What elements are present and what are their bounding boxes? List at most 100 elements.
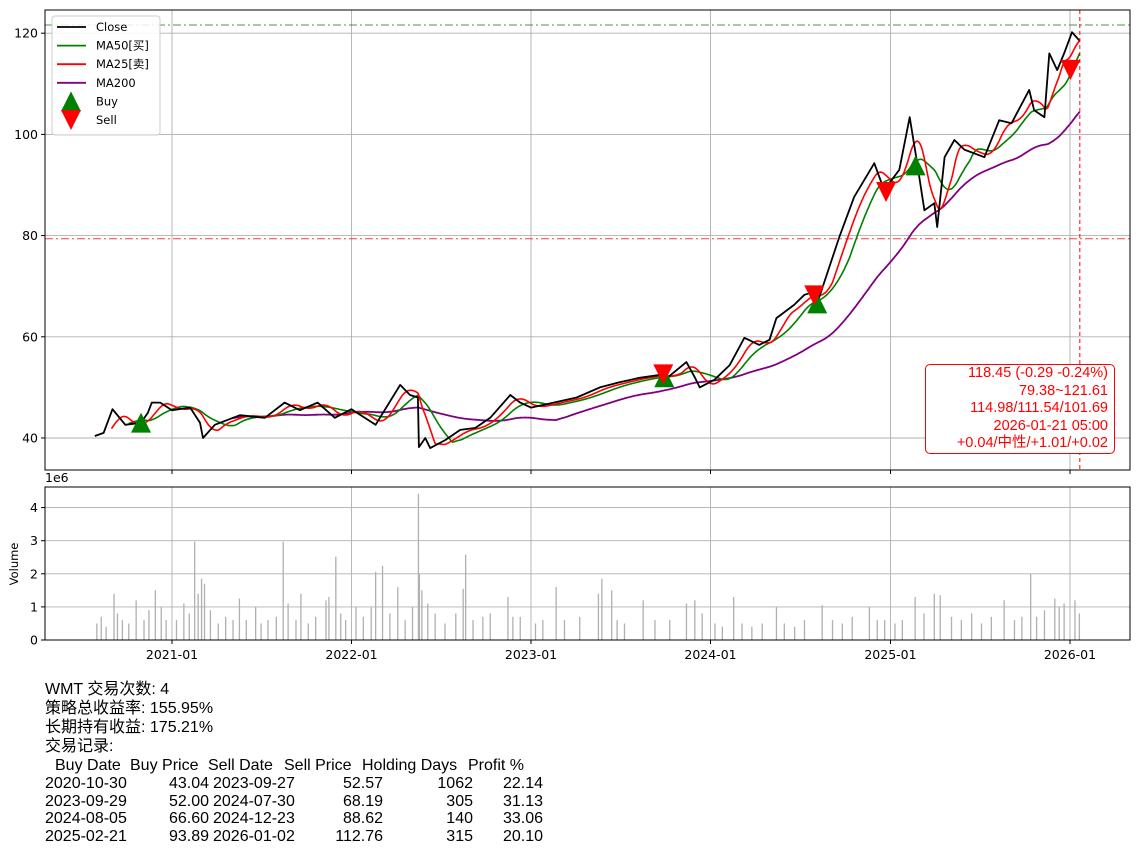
table-cell: 2024-08-05 <box>45 810 127 828</box>
legend-sell-triangle-icon <box>61 110 81 130</box>
volume-bar <box>160 606 162 640</box>
annotation-line: 79.38~121.61 <box>1018 382 1108 399</box>
table-cell: 305 <box>446 792 473 810</box>
sell-marker <box>1060 59 1081 80</box>
volume-bar <box>121 620 124 640</box>
annotation-line: 118.45 (-0.29 -0.24%) <box>968 365 1108 381</box>
volume-bar <box>444 623 446 640</box>
volume-bar <box>238 598 241 640</box>
volume-bar <box>267 620 269 640</box>
volume-bar <box>287 603 289 640</box>
table-row: 2025-02-21 93.89 2026-01-02 112.76 315 20.10 <box>45 828 565 846</box>
volume-bar <box>355 606 357 640</box>
buy-hold-return: 长期持有收益: 175.21% <box>45 719 214 736</box>
volume-y-tick-label: 4 <box>30 500 38 515</box>
volume-bar <box>404 620 406 640</box>
table-cell: 2024-07-30 <box>213 792 295 810</box>
table-cell: 2023-09-29 <box>45 792 127 810</box>
legend: Close MA50[买] MA25[卖] MA200 Buy Sell <box>51 15 161 136</box>
volume-bar <box>397 587 399 640</box>
volume-bar <box>733 596 735 640</box>
volume-bar <box>851 616 853 640</box>
volume-bar <box>116 613 119 640</box>
table-cell: 93.89 <box>168 828 209 846</box>
x-tick-label: 2025-01 <box>864 647 916 662</box>
volume-bar <box>417 493 420 640</box>
volume-bar <box>325 600 327 640</box>
volume-bar <box>669 620 671 640</box>
volume-bar <box>165 620 167 640</box>
volume-bar <box>183 603 185 640</box>
column-header: Buy Price <box>130 757 199 774</box>
volume-scale-label: 1e6 <box>45 470 69 485</box>
volume-bar <box>100 616 102 640</box>
strategy-return: 策略总收益率: 155.95% <box>45 700 214 717</box>
volume-bar <box>939 595 941 640</box>
volume-bar <box>135 600 137 640</box>
y-tick-label: 40 <box>22 431 38 446</box>
legend-buy-triangle-icon <box>61 91 81 112</box>
volume-bar <box>831 620 834 640</box>
table-cell: 140 <box>446 810 473 828</box>
volume-bar <box>389 613 391 640</box>
volume-bar <box>255 606 257 640</box>
legend-label: Sell <box>96 113 117 127</box>
volume-bar <box>307 623 309 640</box>
volume-bar <box>751 626 753 640</box>
volume-bar <box>96 623 98 640</box>
volume-bar <box>217 623 219 640</box>
volume-bar <box>434 613 436 640</box>
trade-records-label: 交易记录: <box>45 738 114 755</box>
volume-bar <box>701 613 703 640</box>
volume-bar <box>482 616 484 640</box>
volume-bar <box>642 600 644 640</box>
volume-axis-label: Volume <box>7 543 21 586</box>
legend-label: MA25[卖] <box>96 57 149 71</box>
volume-bar <box>194 541 196 640</box>
volume-bar <box>841 623 843 640</box>
volume-bar <box>225 616 227 640</box>
volume-bar <box>923 613 925 640</box>
volume-bar <box>563 620 566 640</box>
legend-label: MA200 <box>96 76 136 90</box>
volume-bar <box>694 600 696 640</box>
volume-bar <box>507 596 509 640</box>
volume-bar <box>555 587 557 640</box>
table-cell: 33.06 <box>502 810 543 828</box>
table-row: 2020-10-30 43.04 2023-09-27 52.57 1062 22.14 <box>45 775 565 793</box>
y-tick-label: 120 <box>14 26 38 41</box>
table-cell: 43.04 <box>168 774 209 792</box>
volume-bar <box>721 626 724 640</box>
volume-bar <box>421 590 423 640</box>
price-axes-frame <box>44 9 1131 471</box>
volume-bar <box>1078 613 1081 640</box>
volume-y-tick-label: 1 <box>30 599 38 614</box>
volume-bar <box>783 623 785 640</box>
volume-bar <box>601 578 603 640</box>
table-cell: 88.62 <box>342 810 383 828</box>
volume-bar <box>901 620 903 640</box>
annotation-line: +0.04/中性/+1.01/+0.02 <box>956 435 1108 451</box>
volume-bar <box>472 620 474 640</box>
ma25-line <box>110 40 1081 446</box>
volume-bar <box>542 620 544 640</box>
volume-bar <box>1030 573 1032 640</box>
volume-bar <box>370 606 372 640</box>
volume-bar <box>597 593 600 640</box>
volume-bar <box>761 623 763 640</box>
volume-bar <box>200 578 203 640</box>
volume-bar <box>1074 600 1076 640</box>
table-cell: 2026-01-02 <box>213 828 295 846</box>
legend-label: Buy <box>96 94 118 108</box>
volume-bar <box>623 623 626 640</box>
table-header: Buy Date Buy Price Sell Date Sell Price Hold… <box>45 757 565 775</box>
column-header: Sell Date <box>208 757 273 774</box>
volume-bar <box>381 565 384 640</box>
trade-records-table: Buy Date Buy Price Sell Date Sell Price Hold… <box>45 757 565 846</box>
volume-bar <box>960 620 963 640</box>
volume-bar <box>300 593 302 640</box>
table-cell: 2025-02-21 <box>45 828 127 846</box>
volume-bar <box>534 623 537 640</box>
table-cell: 2020-10-30 <box>45 774 127 792</box>
